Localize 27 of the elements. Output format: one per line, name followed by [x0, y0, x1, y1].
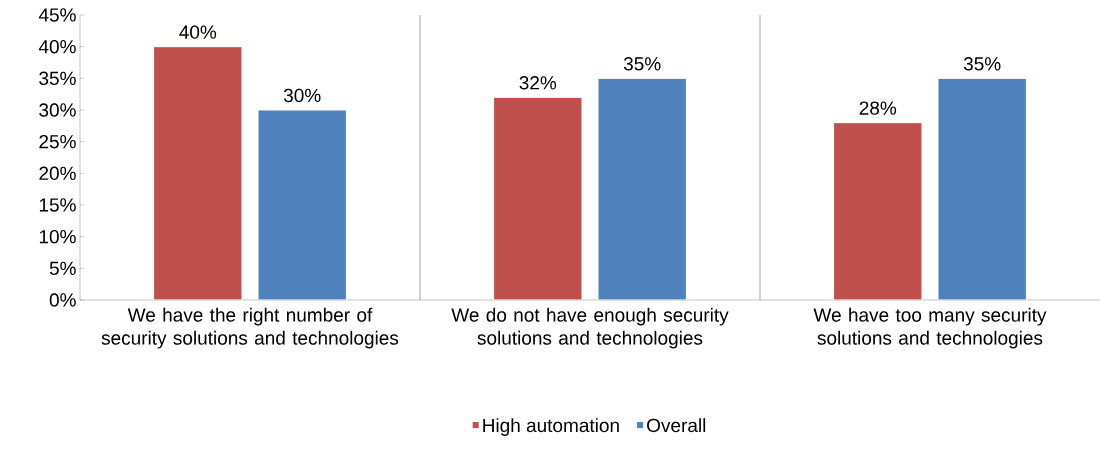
x-tick-label: We do not have enough security solutions and technologies — [451, 307, 729, 349]
y-tick-label: 10% — [39, 229, 76, 244]
data-label: 35% — [623, 57, 661, 71]
y-tick-label: 30% — [39, 103, 76, 117]
y-tick-label: 15% — [39, 198, 76, 212]
y-tick-label: 5% — [49, 261, 76, 276]
bar — [493, 96, 583, 300]
y-tick-label: 20% — [39, 166, 76, 181]
legend-label: Overall — [647, 418, 706, 433]
data-label: 28% — [859, 101, 897, 115]
data-label: 35% — [963, 57, 1001, 71]
bar — [257, 109, 347, 300]
x-tick-label: We have too many security solutions and technologies — [813, 307, 1047, 349]
data-label: 30% — [283, 88, 321, 103]
y-tick-label: 0% — [49, 293, 76, 307]
data-label: 40% — [179, 25, 217, 39]
bar — [597, 77, 687, 300]
y-tick-label: 25% — [39, 134, 76, 149]
y-tick-label: 45% — [38, 8, 76, 22]
y-tick-label: 35% — [39, 71, 76, 86]
bar — [833, 122, 923, 300]
bar — [937, 77, 1027, 300]
bar — [153, 46, 243, 300]
data-label: 32% — [519, 76, 557, 90]
y-tick-label: 40% — [38, 39, 76, 54]
legend-label: High automation — [483, 418, 619, 436]
x-tick-label: We have the right number of security solutions and technologies — [101, 307, 399, 349]
